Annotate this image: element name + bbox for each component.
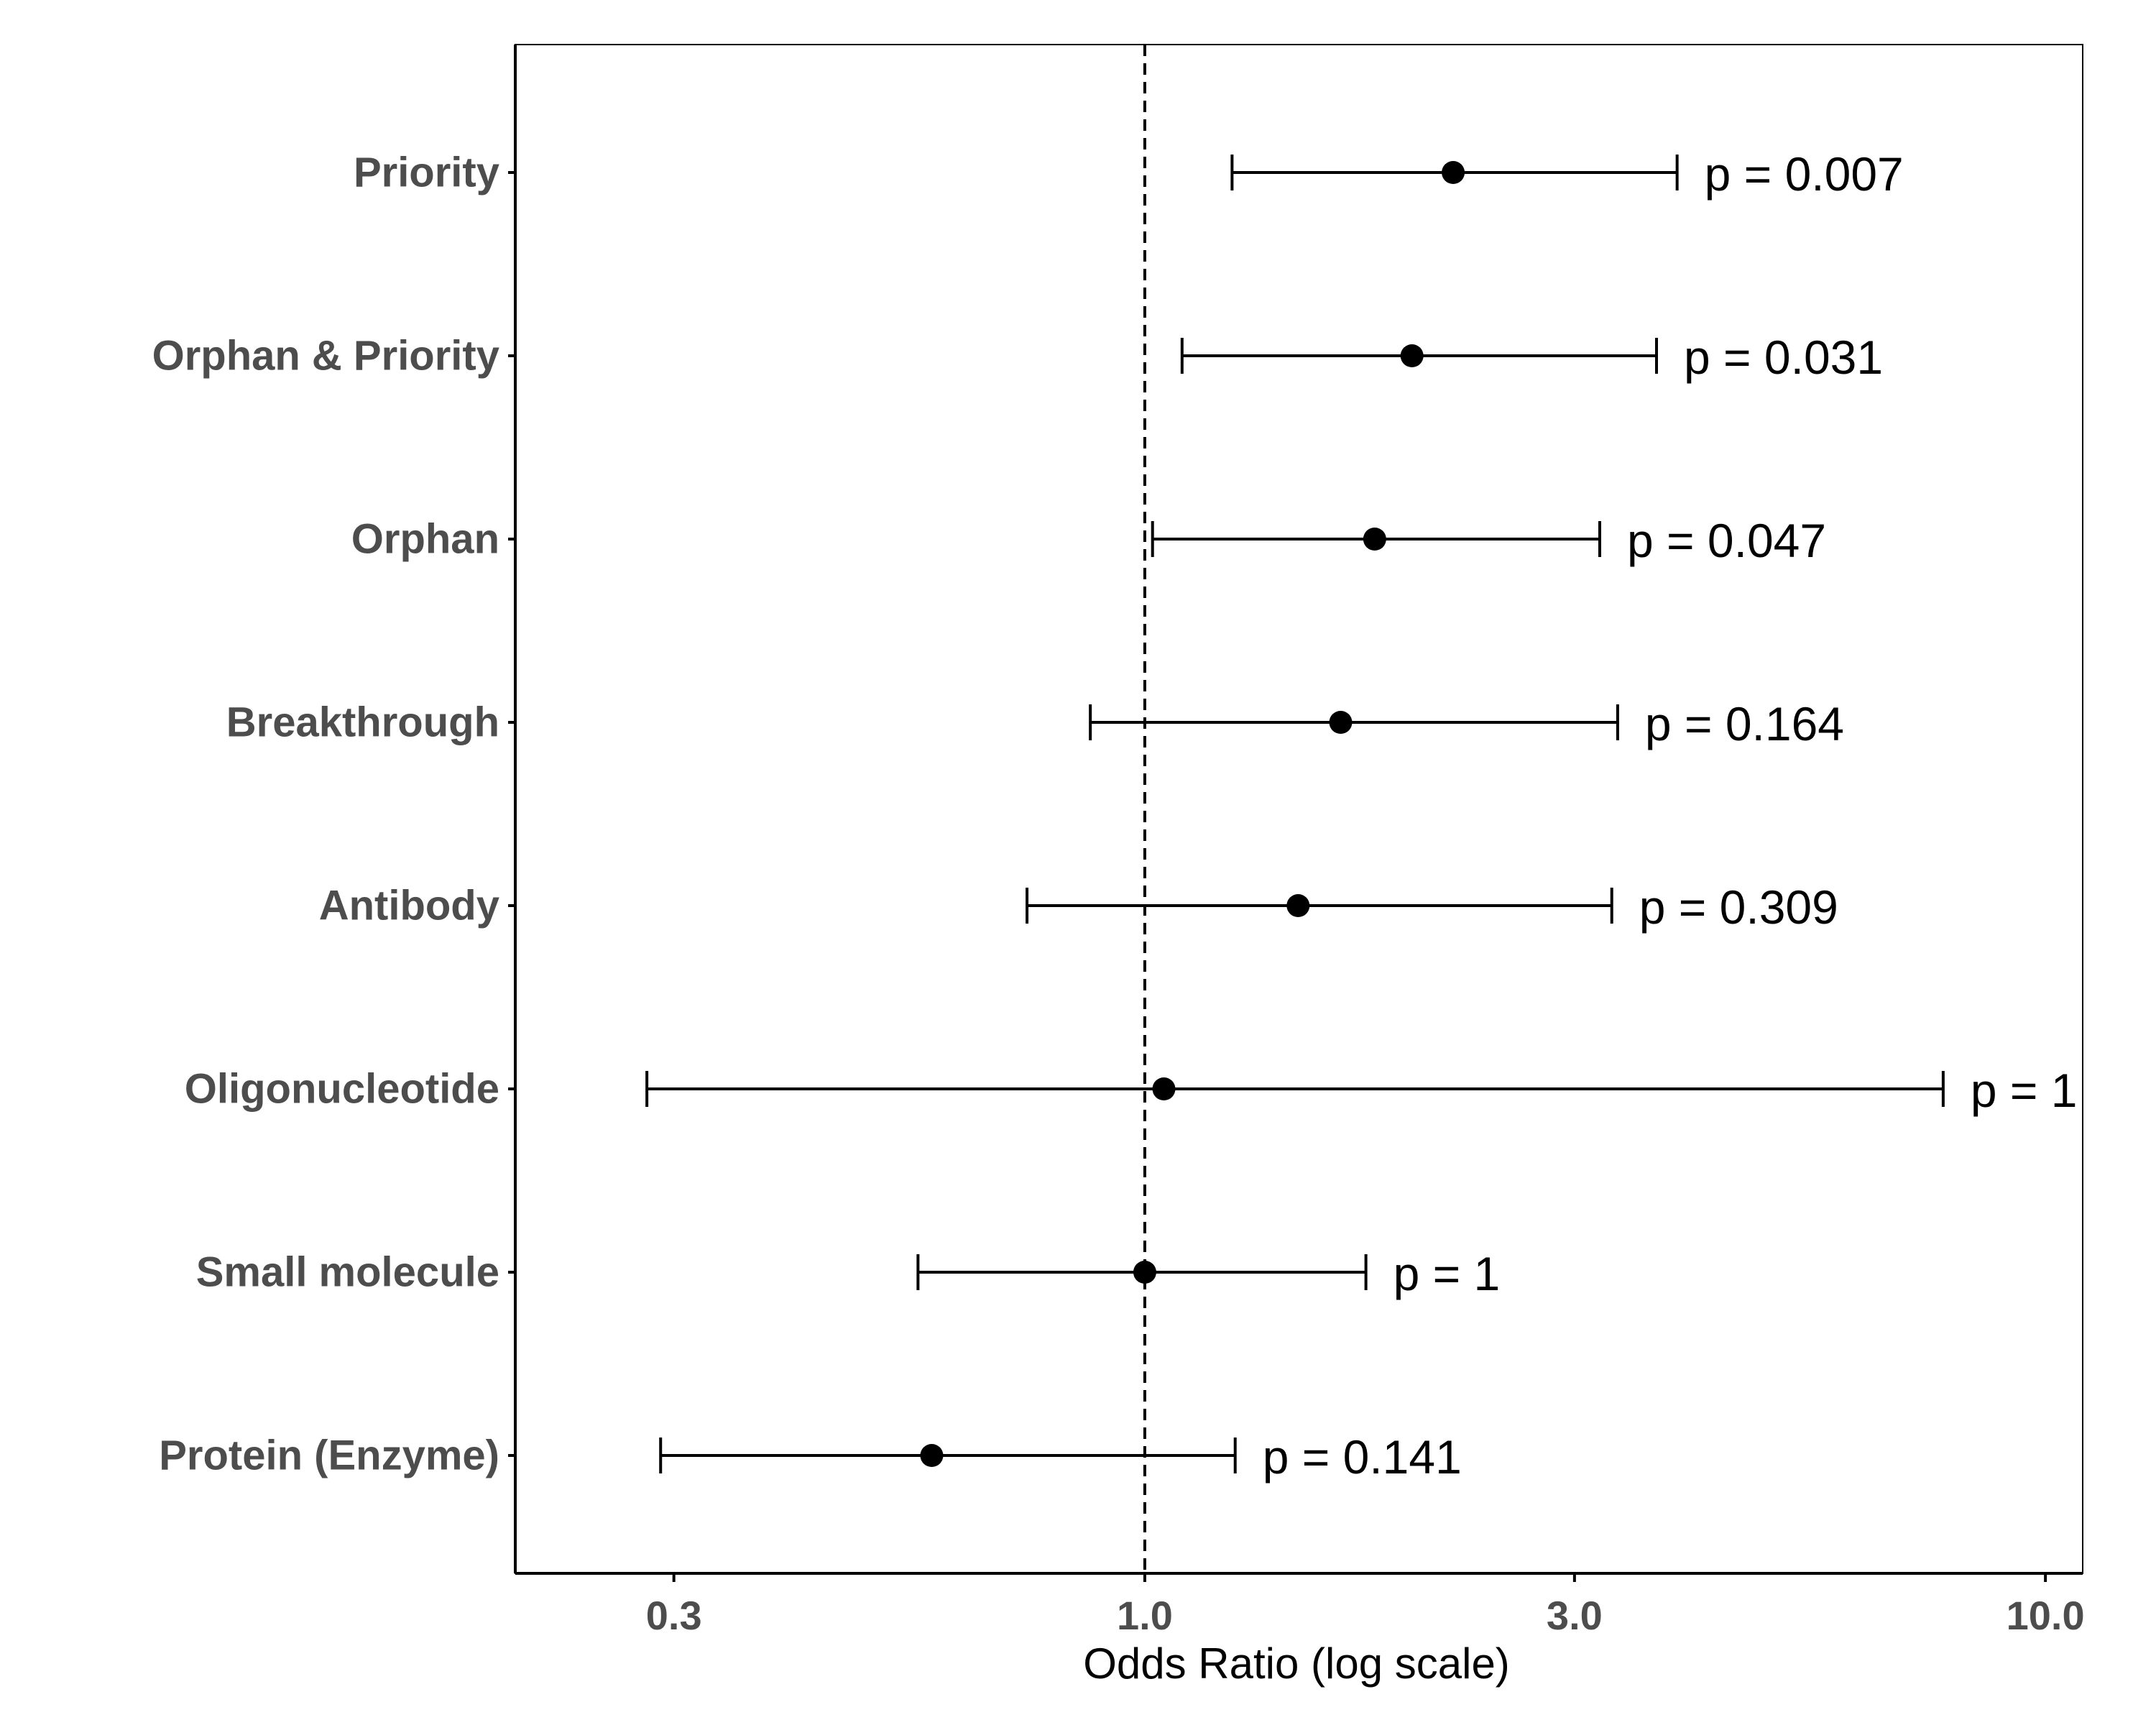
point-estimate: [1152, 1077, 1176, 1100]
x-tick-label: 0.3: [646, 1593, 702, 1638]
y-tick-label: Protein (Enzyme): [159, 1432, 499, 1479]
p-value-label: p = 0.141: [1263, 1430, 1462, 1484]
y-axis: Priority Orphan & Priority Orphan Breakthro…: [152, 150, 515, 1479]
y-tick-label: Small molecule: [196, 1249, 499, 1296]
point-estimate: [1363, 528, 1386, 551]
y-tick-label: Orphan & Priority: [152, 333, 499, 380]
x-tick-label: 10.0: [2007, 1593, 2085, 1638]
x-axis-title: Odds Ratio (log scale): [1083, 1639, 1510, 1688]
p-value-label: p = 0.164: [1645, 697, 1844, 750]
point-estimate: [1442, 161, 1465, 184]
y-tick-label: Breakthrough: [226, 699, 499, 746]
y-tick-label: Antibody: [319, 883, 499, 929]
y-tick-label: Orphan: [351, 516, 499, 563]
p-value-label: p = 1: [1971, 1064, 2078, 1117]
y-tick-label: Oligonucleotide: [185, 1066, 499, 1113]
x-axis: 0.3 1.0 3.0 10.0: [646, 1573, 2085, 1638]
x-tick-label: 3.0: [1547, 1593, 1603, 1638]
p-value-label: p = 0.309: [1639, 880, 1838, 934]
p-value-label: p = 0.007: [1705, 147, 1904, 201]
y-tick-label: Priority: [354, 150, 499, 196]
point-estimate: [1329, 711, 1353, 734]
point-estimate: [1133, 1261, 1156, 1284]
x-tick-label: 1.0: [1117, 1593, 1173, 1638]
p-value-label: p = 0.047: [1627, 514, 1826, 567]
chart-marks: p = 0.007 p = 0.031 p = 0.047 p = 0.164 p = …: [645, 147, 2078, 1484]
point-estimate: [920, 1444, 944, 1467]
p-value-label: p = 0.031: [1684, 331, 1883, 384]
point-estimate: [1286, 894, 1310, 917]
point-estimate: [1400, 344, 1424, 367]
p-value-label: p = 1: [1393, 1247, 1501, 1300]
